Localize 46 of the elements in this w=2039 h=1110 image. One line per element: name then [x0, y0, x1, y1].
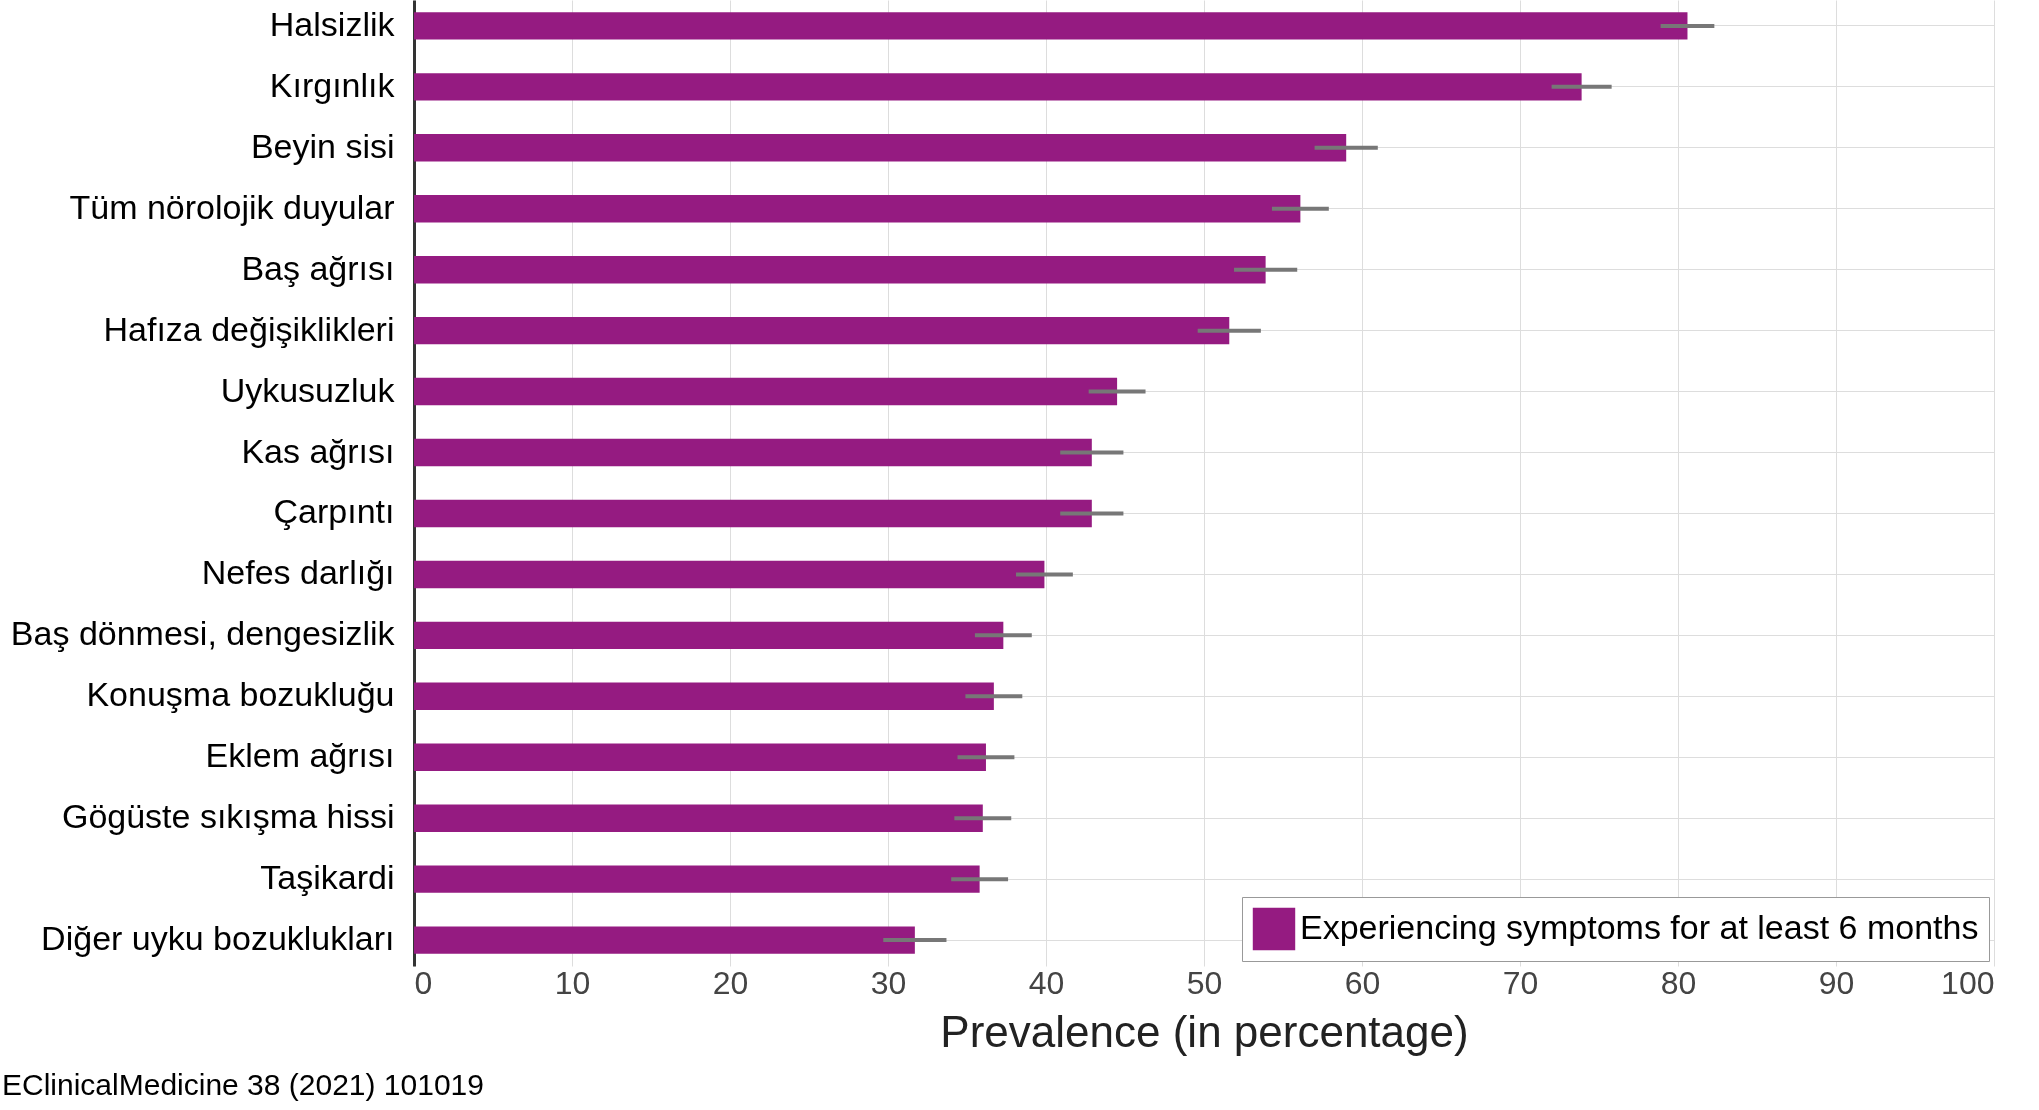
bar	[414, 804, 983, 832]
y-tick-label: Baş dönmesi, dengesizlik	[10, 614, 396, 653]
y-tick-label: Uykusuzluk	[220, 370, 396, 409]
bar	[414, 316, 1230, 345]
bar	[414, 195, 1301, 223]
x-tick-label: 10	[554, 964, 591, 1001]
y-tick-label: Çarpıntı	[273, 492, 395, 531]
bar	[414, 926, 915, 954]
bar	[414, 377, 1118, 406]
bar	[414, 438, 1092, 467]
x-tick-label: 60	[1344, 964, 1381, 1001]
bar	[414, 743, 986, 771]
x-tick-label: 90	[1818, 964, 1855, 1001]
x-tick-label: 70	[1502, 964, 1539, 1001]
bar	[414, 134, 1347, 162]
x-tick-label: 30	[870, 964, 907, 1001]
y-tick-label: Halsizlik	[269, 4, 396, 43]
y-tick-label: Kırgınlık	[269, 65, 396, 104]
bar	[414, 621, 1004, 650]
x-tick-label: 50	[1186, 964, 1223, 1001]
x-tick-label: 100	[1941, 964, 1995, 1001]
x-tick-label: 0	[414, 964, 433, 1001]
y-tick-label: Kas ağrısı	[241, 431, 395, 470]
y-tick-label: Eklem ağrısı	[205, 736, 395, 775]
bar	[414, 865, 980, 893]
y-tick-label: Gögüste sıkışma hissi	[61, 797, 395, 836]
x-axis-title: Prevalence (in percentage)	[940, 1006, 1469, 1056]
bar	[414, 12, 1688, 40]
x-tick-label: 80	[1660, 964, 1697, 1001]
y-tick-label: Tüm nörolojik duyular	[69, 187, 395, 226]
x-tick-label: 20	[712, 964, 749, 1001]
text: EClinicalMedicine 38 (2021) 101019	[2, 1068, 484, 1102]
bar	[414, 682, 994, 711]
bar	[414, 499, 1092, 528]
y-tick-label: Taşikardi	[260, 858, 395, 897]
y-tick-label: Hafıza değişiklikleri	[103, 309, 395, 348]
y-tick-label: Baş ağrısı	[241, 248, 395, 287]
x-tick-label: 40	[1028, 964, 1065, 1001]
y-tick-label: Nefes darlığı	[201, 553, 395, 592]
y-tick-label: Diğer uyku bozuklukları	[41, 919, 395, 958]
y-tick-label: Beyin sisi	[250, 126, 395, 165]
bar	[414, 560, 1045, 589]
bar	[414, 255, 1266, 284]
legend-label: Experiencing symptoms for at least 6 months	[1300, 908, 1979, 946]
bar	[414, 73, 1582, 101]
y-tick-label: Konuşma bozukluğu	[86, 675, 395, 714]
